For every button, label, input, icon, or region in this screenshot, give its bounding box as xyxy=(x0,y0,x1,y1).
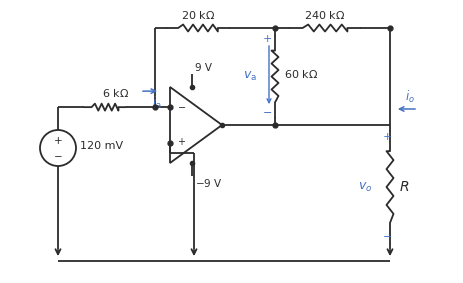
Text: $-$: $-$ xyxy=(262,106,272,116)
Text: $-9$ V: $-9$ V xyxy=(195,177,223,189)
Text: $+$: $+$ xyxy=(262,33,272,44)
Text: 120 mV: 120 mV xyxy=(80,141,123,151)
Text: $v_\mathrm{a}$: $v_\mathrm{a}$ xyxy=(243,70,257,83)
Text: $-$: $-$ xyxy=(177,101,186,111)
Text: 240 k$\Omega$: 240 k$\Omega$ xyxy=(304,9,345,21)
Text: 60 k$\Omega$: 60 k$\Omega$ xyxy=(284,68,318,80)
Text: $i_\mathrm{a}$: $i_\mathrm{a}$ xyxy=(152,95,162,111)
Text: 20 k$\Omega$: 20 k$\Omega$ xyxy=(181,9,215,21)
Text: $+$: $+$ xyxy=(177,136,186,147)
Text: $+$: $+$ xyxy=(382,132,392,143)
Text: 9 V: 9 V xyxy=(195,63,212,73)
Text: 6 k$\Omega$: 6 k$\Omega$ xyxy=(102,87,129,99)
Text: $-$: $-$ xyxy=(382,230,392,240)
Text: $-$: $-$ xyxy=(53,150,63,160)
Text: $R$: $R$ xyxy=(399,180,409,194)
Text: $v_o$: $v_o$ xyxy=(357,181,372,194)
Text: $i_o$: $i_o$ xyxy=(405,89,415,105)
Text: $+$: $+$ xyxy=(53,136,63,147)
